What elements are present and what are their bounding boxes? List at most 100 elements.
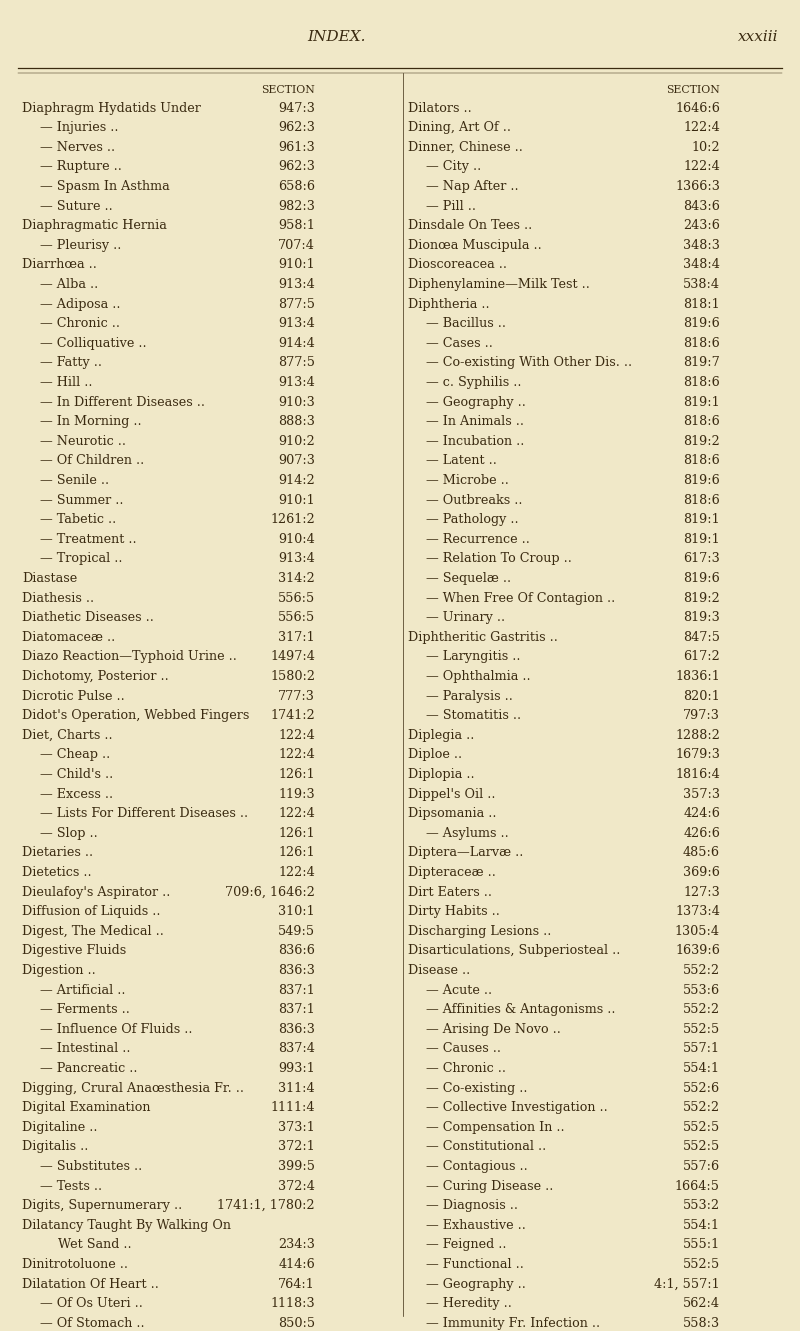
Text: Dinner, Chinese ..: Dinner, Chinese .. bbox=[408, 141, 523, 154]
Text: 961:3: 961:3 bbox=[278, 141, 315, 154]
Text: Diastase: Diastase bbox=[22, 572, 78, 586]
Text: — Chronic ..: — Chronic .. bbox=[40, 317, 120, 330]
Text: Disarticulations, Subperiosteal ..: Disarticulations, Subperiosteal .. bbox=[408, 945, 620, 957]
Text: Diplopia ..: Diplopia .. bbox=[408, 768, 474, 781]
Text: — Compensation In ..: — Compensation In .. bbox=[426, 1121, 565, 1134]
Text: Dirty Habits ..: Dirty Habits .. bbox=[408, 905, 500, 918]
Text: — Diagnosis ..: — Diagnosis .. bbox=[426, 1199, 518, 1213]
Text: — Affinities & Antagonisms ..: — Affinities & Antagonisms .. bbox=[426, 1004, 615, 1017]
Text: 850:5: 850:5 bbox=[278, 1316, 315, 1330]
Text: 414:6: 414:6 bbox=[278, 1258, 315, 1271]
Text: 557:1: 557:1 bbox=[683, 1042, 720, 1055]
Text: Dipteraceæ ..: Dipteraceæ .. bbox=[408, 866, 496, 878]
Text: 549:5: 549:5 bbox=[278, 925, 315, 938]
Text: Digestion ..: Digestion .. bbox=[22, 964, 96, 977]
Text: 317:1: 317:1 bbox=[278, 631, 315, 644]
Text: 913:4: 913:4 bbox=[278, 278, 315, 291]
Text: 554:1: 554:1 bbox=[683, 1219, 720, 1233]
Text: 914:2: 914:2 bbox=[278, 474, 315, 487]
Text: 234:3: 234:3 bbox=[278, 1238, 315, 1251]
Text: — Tabetic ..: — Tabetic .. bbox=[40, 514, 116, 526]
Text: 836:3: 836:3 bbox=[278, 964, 315, 977]
Text: 818:6: 818:6 bbox=[683, 454, 720, 467]
Text: 877:5: 877:5 bbox=[278, 298, 315, 310]
Text: Digging, Crural Anaœsthesia Fr. ..: Digging, Crural Anaœsthesia Fr. .. bbox=[22, 1082, 244, 1094]
Text: 126:1: 126:1 bbox=[278, 827, 315, 840]
Text: 818:6: 818:6 bbox=[683, 415, 720, 429]
Text: 617:3: 617:3 bbox=[683, 552, 720, 566]
Text: 837:4: 837:4 bbox=[278, 1042, 315, 1055]
Text: Wet Sand ..: Wet Sand .. bbox=[58, 1238, 132, 1251]
Text: 818:6: 818:6 bbox=[683, 377, 720, 389]
Text: — Alba ..: — Alba .. bbox=[40, 278, 98, 291]
Text: 122:4: 122:4 bbox=[278, 748, 315, 761]
Text: 819:2: 819:2 bbox=[683, 592, 720, 604]
Text: 372:4: 372:4 bbox=[278, 1179, 315, 1193]
Text: 126:1: 126:1 bbox=[278, 847, 315, 860]
Text: 126:1: 126:1 bbox=[278, 768, 315, 781]
Text: Diphtheria ..: Diphtheria .. bbox=[408, 298, 490, 310]
Text: 843:6: 843:6 bbox=[683, 200, 720, 213]
Text: 348:3: 348:3 bbox=[683, 238, 720, 252]
Text: 962:3: 962:3 bbox=[278, 121, 315, 134]
Text: 1836:1: 1836:1 bbox=[675, 669, 720, 683]
Text: — Collective Investigation ..: — Collective Investigation .. bbox=[426, 1101, 608, 1114]
Text: Digest, The Medical ..: Digest, The Medical .. bbox=[22, 925, 164, 938]
Text: Dippel's Oil ..: Dippel's Oil .. bbox=[408, 788, 495, 801]
Text: 554:1: 554:1 bbox=[683, 1062, 720, 1075]
Text: 797:3: 797:3 bbox=[683, 709, 720, 723]
Text: 562:4: 562:4 bbox=[683, 1298, 720, 1310]
Text: — Pathology ..: — Pathology .. bbox=[426, 514, 518, 526]
Text: Diptera—Larvæ ..: Diptera—Larvæ .. bbox=[408, 847, 523, 860]
Text: — Geography ..: — Geography .. bbox=[426, 395, 526, 409]
Text: 914:4: 914:4 bbox=[278, 337, 315, 350]
Text: Diaphragm Hydatids Under: Diaphragm Hydatids Under bbox=[22, 101, 201, 114]
Text: 557:6: 557:6 bbox=[683, 1161, 720, 1173]
Text: — Pancreatic ..: — Pancreatic .. bbox=[40, 1062, 138, 1075]
Text: 658:6: 658:6 bbox=[278, 180, 315, 193]
Text: 552:5: 552:5 bbox=[682, 1141, 720, 1154]
Text: 617:2: 617:2 bbox=[683, 651, 720, 663]
Text: — Lists For Different Diseases ..: — Lists For Different Diseases .. bbox=[40, 808, 248, 820]
Text: Dieulafoy's Aspirator ..: Dieulafoy's Aspirator .. bbox=[22, 885, 170, 898]
Text: 1288:2: 1288:2 bbox=[675, 729, 720, 741]
Text: 819:2: 819:2 bbox=[683, 435, 720, 447]
Text: 1664:5: 1664:5 bbox=[675, 1179, 720, 1193]
Text: — Sequelæ ..: — Sequelæ .. bbox=[426, 572, 511, 586]
Text: — Co-existing With Other Dis. ..: — Co-existing With Other Dis. .. bbox=[426, 357, 632, 370]
Text: 311:4: 311:4 bbox=[278, 1082, 315, 1094]
Text: — Stomatitis ..: — Stomatitis .. bbox=[426, 709, 521, 723]
Text: Didot's Operation, Webbed Fingers: Didot's Operation, Webbed Fingers bbox=[22, 709, 250, 723]
Text: Diphenylamine—Milk Test ..: Diphenylamine—Milk Test .. bbox=[408, 278, 590, 291]
Text: 310:1: 310:1 bbox=[278, 905, 315, 918]
Text: — Urinary ..: — Urinary .. bbox=[426, 611, 505, 624]
Text: Dilatancy Taught By Walking On: Dilatancy Taught By Walking On bbox=[22, 1219, 231, 1233]
Text: Diatomaceæ ..: Diatomaceæ .. bbox=[22, 631, 115, 644]
Text: Dirt Eaters ..: Dirt Eaters .. bbox=[408, 885, 492, 898]
Text: 818:6: 818:6 bbox=[683, 337, 720, 350]
Text: Digital Examination: Digital Examination bbox=[22, 1101, 150, 1114]
Text: 910:2: 910:2 bbox=[278, 435, 315, 447]
Text: 709:6, 1646:2: 709:6, 1646:2 bbox=[225, 885, 315, 898]
Text: 556:5: 556:5 bbox=[278, 611, 315, 624]
Text: 1118:3: 1118:3 bbox=[270, 1298, 315, 1310]
Text: Digits, Supernumerary ..: Digits, Supernumerary .. bbox=[22, 1199, 182, 1213]
Text: Dining, Art Of ..: Dining, Art Of .. bbox=[408, 121, 511, 134]
Text: 818:1: 818:1 bbox=[683, 298, 720, 310]
Text: Dionœa Muscipula ..: Dionœa Muscipula .. bbox=[408, 238, 542, 252]
Text: — Tests ..: — Tests .. bbox=[40, 1179, 102, 1193]
Text: — Curing Disease ..: — Curing Disease .. bbox=[426, 1179, 554, 1193]
Text: 819:1: 819:1 bbox=[683, 514, 720, 526]
Text: — In Morning ..: — In Morning .. bbox=[40, 415, 142, 429]
Text: 707:4: 707:4 bbox=[278, 238, 315, 252]
Text: Dipsomania ..: Dipsomania .. bbox=[408, 808, 497, 820]
Text: 552:5: 552:5 bbox=[682, 1121, 720, 1134]
Text: — In Animals ..: — In Animals .. bbox=[426, 415, 524, 429]
Text: 556:5: 556:5 bbox=[278, 592, 315, 604]
Text: — Of Children ..: — Of Children .. bbox=[40, 454, 144, 467]
Text: 819:1: 819:1 bbox=[683, 532, 720, 546]
Text: 127:3: 127:3 bbox=[683, 885, 720, 898]
Text: 10:2: 10:2 bbox=[691, 141, 720, 154]
Text: Dinitrotoluone ..: Dinitrotoluone .. bbox=[22, 1258, 128, 1271]
Text: 819:3: 819:3 bbox=[683, 611, 720, 624]
